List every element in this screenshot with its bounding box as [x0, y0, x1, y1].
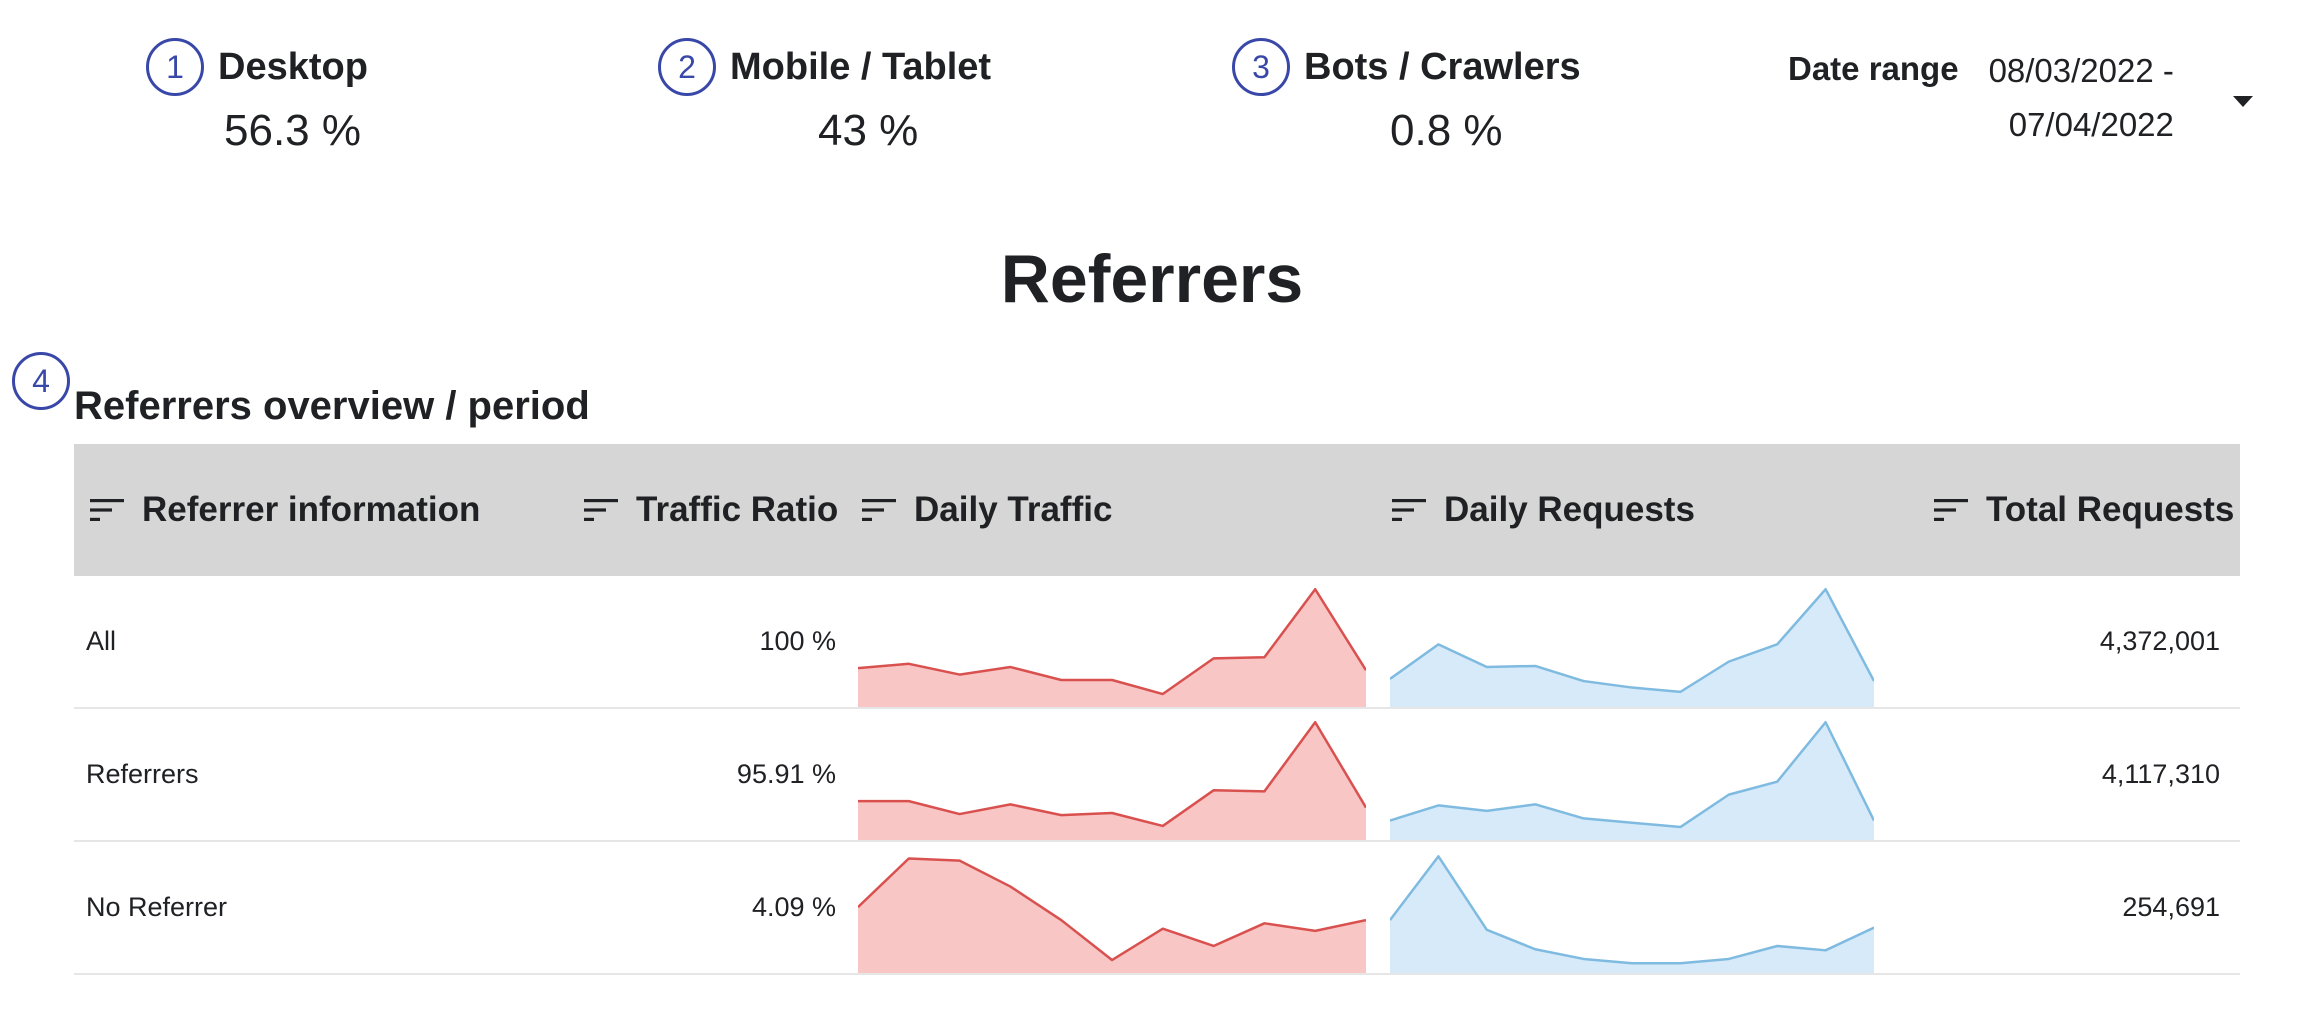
- sparkline-line: [858, 587, 1366, 696]
- stat-desktop: 1 Desktop 56.3 %: [146, 38, 368, 155]
- stat-label: Bots / Crawlers: [1304, 45, 1581, 88]
- callout-marker-2: 2: [658, 38, 716, 96]
- sparkline-area: [858, 589, 1366, 707]
- traffic-ratio: 100 %: [759, 626, 836, 656]
- stat-value: 43 %: [818, 106, 919, 155]
- sparkline-line: [1390, 855, 1874, 965]
- callout-marker-1: 1: [146, 38, 204, 96]
- date-range-label: Date range: [1788, 50, 1959, 87]
- column-header-total-requests[interactable]: Total Requests: [1932, 444, 2234, 576]
- sparkline-area: [1390, 722, 1874, 840]
- stat-value: 56.3 %: [224, 106, 361, 155]
- column-header-daily-requests[interactable]: Daily Requests: [1390, 444, 1695, 576]
- sort-icon: [1392, 499, 1426, 521]
- sparkline-area: [1390, 589, 1874, 707]
- column-header-traffic-ratio[interactable]: Traffic Ratio: [582, 444, 838, 576]
- sparkline-area: [1390, 856, 1874, 973]
- stat-mobile-tablet: 2 Mobile / Tablet 43 %: [658, 38, 992, 155]
- total-requests: 254,691: [2122, 892, 2220, 922]
- table-row-all[interactable]: All 100 % 4,372,001: [74, 576, 2240, 709]
- sparkline-area: [858, 858, 1366, 973]
- column-header-label: Daily Requests: [1444, 490, 1695, 529]
- sort-icon: [862, 499, 896, 521]
- total-requests: 4,372,001: [2099, 626, 2220, 656]
- sort-icon: [584, 499, 618, 521]
- table-row-no-referrer[interactable]: No Referrer 4.09 % 254,691: [74, 842, 2240, 975]
- column-header-referrer-information[interactable]: Referrer information: [88, 444, 480, 576]
- table-header: Referrer information Traffic Ratio Daily…: [74, 444, 2240, 576]
- column-header-label: Traffic Ratio: [636, 490, 839, 529]
- stat-bots-crawlers: 3 Bots / Crawlers 0.8 %: [1232, 38, 1581, 155]
- sparkline-area: [858, 722, 1366, 840]
- date-range-start: 08/03/2022 -: [1988, 52, 2174, 89]
- sparkline-line: [1390, 587, 1874, 694]
- date-range-selector[interactable]: Date range 08/03/2022 - 07/04/2022: [1788, 48, 2253, 152]
- stat-value: 0.8 %: [1390, 106, 1503, 155]
- page-title: Referrers: [1000, 241, 1304, 317]
- column-header-label: Total Requests: [1986, 490, 2235, 529]
- daily-traffic-sparkline: [858, 857, 1366, 973]
- sparkline-line: [1390, 720, 1874, 829]
- stat-label: Mobile / Tablet: [730, 45, 992, 88]
- stat-label: Desktop: [218, 45, 368, 88]
- referrers-table: Referrer information Traffic Ratio Daily…: [74, 444, 2240, 975]
- sparkline-line: [858, 720, 1366, 828]
- daily-requests-sparkline: [1390, 587, 1874, 707]
- callout-marker-4: 4: [12, 352, 70, 410]
- daily-traffic-sparkline: [858, 587, 1366, 707]
- date-range-value[interactable]: 08/03/2022 - 07/04/2022: [1989, 44, 2174, 152]
- sort-icon: [1934, 499, 1968, 521]
- section-title: Referrers overview / period: [74, 384, 590, 428]
- referrer-name: All: [86, 626, 117, 656]
- referrer-name: Referrers: [86, 759, 199, 789]
- column-header-label: Daily Traffic: [914, 490, 1113, 529]
- daily-requests-sparkline: [1390, 720, 1874, 840]
- traffic-ratio: 4.09 %: [751, 892, 836, 922]
- daily-traffic-sparkline: [858, 720, 1366, 840]
- daily-requests-sparkline: [1390, 855, 1874, 973]
- traffic-ratio: 95.91 %: [736, 759, 836, 789]
- sparkline-line: [858, 857, 1366, 962]
- column-header-daily-traffic[interactable]: Daily Traffic: [860, 444, 1112, 576]
- sort-icon: [90, 499, 124, 521]
- dropdown-arrow-icon[interactable]: [2233, 96, 2253, 107]
- date-range-end: 07/04/2022: [2008, 106, 2174, 143]
- table-row-referrers[interactable]: Referrers 95.91 % 4,117,310: [74, 709, 2240, 842]
- referrer-name: No Referrer: [86, 892, 228, 922]
- column-header-label: Referrer information: [142, 490, 481, 529]
- total-requests: 4,117,310: [2101, 759, 2220, 789]
- callout-marker-3: 3: [1232, 38, 1290, 96]
